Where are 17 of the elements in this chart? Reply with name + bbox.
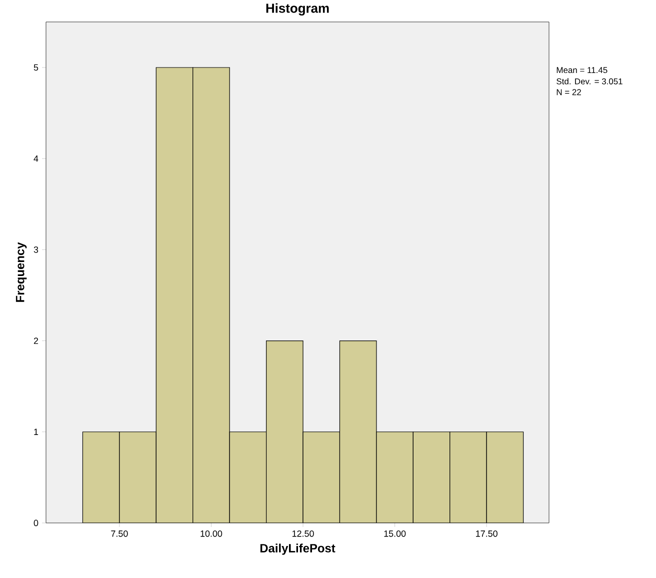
- x-tick-label: 15.00: [384, 530, 406, 537]
- y-tick-label: 1: [34, 428, 38, 435]
- y-tick-label: 3: [34, 246, 38, 253]
- x-tick-label: 17.50: [476, 530, 498, 537]
- x-tick-label: 10.00: [200, 530, 222, 537]
- text: N = 22: [556, 89, 581, 96]
- y-axis-title: Frequency: [16, 242, 27, 302]
- x-tick-label: 7.50: [111, 530, 128, 537]
- y-tick-label: 0: [34, 520, 38, 526]
- x-tick-label: 12.50: [292, 530, 314, 537]
- text: Std. Dev. = 3.051: [556, 78, 622, 84]
- y-tick-label: 4: [34, 156, 38, 162]
- y-tick-label: 5: [34, 64, 38, 71]
- y-tick-label: 2: [34, 338, 38, 344]
- chart-title: Histogram: [266, 3, 329, 16]
- x-axis-title: DailyLifePost: [260, 544, 336, 555]
- text: Mean = 11.45: [556, 67, 608, 74]
